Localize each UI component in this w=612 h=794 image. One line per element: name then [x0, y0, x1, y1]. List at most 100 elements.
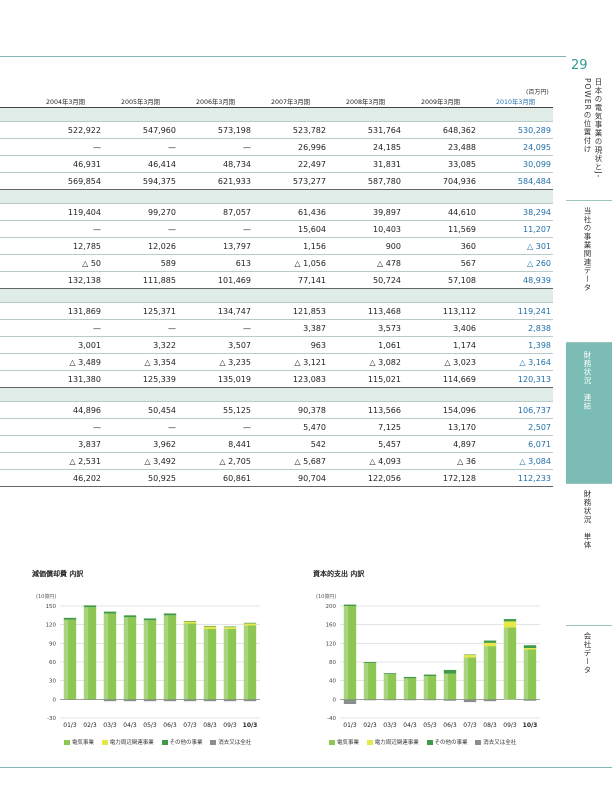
table-cell: 11,569: [403, 220, 478, 238]
table-cell: △ 3,023: [403, 353, 478, 371]
column-header: 2009年3月期: [403, 95, 478, 108]
column-header: 2010年3月期: [478, 95, 553, 108]
y-tick-label: 0: [53, 697, 57, 703]
table-cell: 3,507: [178, 336, 253, 354]
bottom-rule: [0, 767, 612, 768]
table-cell: 1,174: [403, 336, 478, 354]
legend-label: 消去又は全社: [218, 740, 252, 746]
bar-segment: [343, 699, 357, 704]
column-header: 2005年3月期: [103, 95, 178, 108]
table-cell: 3,573: [328, 319, 403, 337]
table-cell: 522,922: [28, 121, 103, 139]
table-cell: 11,207: [478, 220, 553, 238]
table-cell: 542: [253, 435, 328, 453]
bar-segment: [443, 669, 457, 674]
legend-label: その他の事業: [434, 740, 468, 746]
table-row: 131,869 125,371 134,747 121,853 113,468 113,1…: [0, 302, 553, 320]
y-tick-label: 160: [326, 623, 337, 629]
table-cell: 50,724: [328, 271, 403, 289]
table-cell: △ 5,687: [253, 452, 328, 470]
y-tick-label: 30: [49, 679, 56, 685]
table-cell: 106,737: [478, 401, 553, 419]
tab-overview[interactable]: 29 日本の電気事業の現状とJ-POWERの位置付け: [566, 56, 612, 201]
page-number: 29: [571, 58, 588, 73]
table-cell: △ 1,056: [253, 254, 328, 272]
tab-financial-nonconsolidated[interactable]: 財務状況 単体: [566, 484, 612, 626]
table-cell: △ 3,082: [328, 353, 403, 371]
table-cell: 55,125: [178, 401, 253, 419]
y-tick-label: 60: [49, 660, 56, 666]
chart1-legend: 電気事業 電力周辺関連事業 その他の事業 消去又は全社: [64, 738, 257, 746]
table-cell: 3,837: [28, 435, 103, 453]
section-header-row: [0, 107, 553, 122]
table-row: 3,837 3,962 8,441 542 5,457 4,897 6,071: [0, 435, 553, 453]
table-cell: 48,734: [178, 155, 253, 173]
bar-segment: [423, 674, 437, 676]
x-tick-label: 08/3: [483, 722, 497, 729]
top-rule: [0, 56, 566, 57]
table-cell: 963: [253, 336, 328, 354]
bar-segment: [363, 699, 377, 701]
table-cell: 8,441: [178, 435, 253, 453]
bar-segment: [483, 640, 497, 643]
bar-segment: [63, 617, 77, 620]
table-cell: 594,375: [103, 172, 178, 190]
table-cell: 38,294: [478, 203, 553, 221]
table-cell: 2,507: [478, 418, 553, 436]
tab-company-data[interactable]: 会社データ: [566, 626, 612, 766]
table-cell: —: [28, 220, 103, 238]
table-cell: △ 3,492: [103, 452, 178, 470]
bar-highlight: [483, 646, 489, 700]
table-cell: 24,185: [328, 138, 403, 156]
table-cell: 101,469: [178, 271, 253, 289]
y-tick-label: 120: [326, 641, 337, 647]
x-tick-label: 04/3: [123, 722, 137, 729]
bar-segment: [143, 699, 157, 702]
table-cell: 30,099: [478, 155, 553, 173]
bar-segment: [463, 655, 477, 658]
table-cell: △ 301: [478, 237, 553, 255]
table-cell: 613: [178, 254, 253, 272]
table-cell: 523,782: [253, 121, 328, 139]
table-cell: 24,095: [478, 138, 553, 156]
table-cell: 531,764: [328, 121, 403, 139]
table-cell: —: [103, 138, 178, 156]
tab-financial-consolidated[interactable]: 財務状況 連結: [566, 343, 612, 484]
x-tick-label: 02/3: [83, 722, 97, 729]
tab-business-data[interactable]: 当社の事業関連データ: [566, 201, 612, 343]
table-cell: —: [103, 319, 178, 337]
x-tick-label: 06/3: [163, 722, 177, 729]
table-cell: 90,704: [253, 469, 328, 487]
table-cell: 77,141: [253, 271, 328, 289]
bar-highlight: [63, 619, 69, 700]
table-cell: 704,936: [403, 172, 478, 190]
table-cell: —: [178, 220, 253, 238]
table-row: — — —3,387 3,573 3,406 2,838: [0, 319, 553, 337]
table-cell: 39,897: [328, 203, 403, 221]
table-cell: △ 4,093: [328, 452, 403, 470]
section-header-row: [0, 189, 553, 204]
bar-segment: [163, 615, 177, 700]
bar-highlight: [83, 607, 89, 700]
bar-segment: [183, 621, 197, 624]
table-cell: 530,289: [478, 121, 553, 139]
table-cell: △ 36: [403, 452, 478, 470]
x-tick-label: 08/3: [203, 722, 217, 729]
bar-segment: [483, 699, 497, 702]
table-cell: 113,112: [403, 302, 478, 320]
table-cell: 5,457: [328, 435, 403, 453]
y-tick-label: 0: [333, 697, 337, 703]
bar-segment: [523, 645, 537, 648]
table-cell: 113,468: [328, 302, 403, 320]
bar-highlight: [143, 620, 149, 700]
bar-highlight: [423, 676, 429, 700]
table-cell: 573,198: [178, 121, 253, 139]
table-cell: 119,241: [478, 302, 553, 320]
table-cell: —: [178, 319, 253, 337]
bar-segment: [203, 699, 217, 702]
y-tick-label: 80: [329, 660, 336, 666]
bar-highlight: [363, 662, 369, 700]
table-cell: △ 260: [478, 254, 553, 272]
bar-segment: [83, 605, 97, 608]
table-cell: △ 2,531: [28, 452, 103, 470]
